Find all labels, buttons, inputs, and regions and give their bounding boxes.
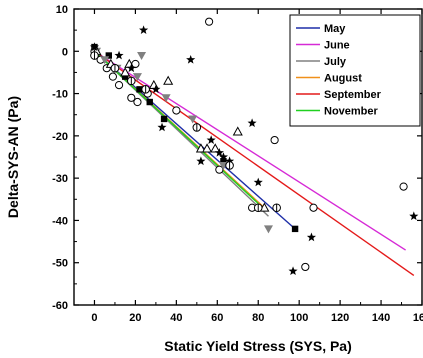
- data-point-july-8: [263, 225, 273, 234]
- data-point-september-8: [206, 135, 216, 144]
- data-point-july-6: [188, 115, 198, 124]
- data-point-july-4: [137, 52, 147, 61]
- data-point-september-12: [247, 118, 257, 128]
- x-tick-labels: 0 20 40 60 80 100 120 140 160: [91, 312, 423, 324]
- data-point-june-13: [270, 135, 279, 145]
- data-point-november-4: [192, 123, 202, 132]
- x-tick-label-60: 60: [211, 312, 223, 324]
- data-point-august-8: [210, 143, 221, 153]
- legend-label-may: May: [324, 23, 346, 35]
- data-point-september-10: [218, 152, 228, 161]
- data-point-june-10: [205, 17, 214, 26]
- data-point-august-2: [120, 67, 131, 77]
- legend: May June July August September November: [289, 14, 421, 127]
- data-point-september-7: [196, 156, 206, 166]
- data-point-june-14: [301, 262, 310, 272]
- data-point-june-15: [309, 203, 318, 212]
- data-point-june-7: [133, 97, 142, 107]
- legend-label-september: September: [324, 89, 382, 101]
- data-point-may-1: [105, 52, 112, 59]
- data-point-august-9: [232, 126, 243, 136]
- data-point-august-6: [195, 143, 206, 153]
- data-point-november-1: [110, 63, 120, 73]
- y-tick-labels: 10 0 -10 -20 -30 -40 -50 -60: [52, 4, 68, 312]
- data-point-july-3: [132, 73, 142, 82]
- data-point-june-4: [114, 81, 124, 90]
- data-points: [89, 17, 419, 276]
- data-point-november-6: [253, 203, 263, 213]
- legend-label-july: July: [324, 56, 347, 68]
- y-tick-label--10: -10: [52, 89, 68, 101]
- x-tick-label-140: 140: [372, 312, 390, 324]
- legend-items: May June July August September November: [296, 23, 382, 118]
- data-point-november-3: [141, 85, 150, 94]
- data-point-september-11: [225, 156, 235, 166]
- data-point-june-5: [127, 93, 136, 102]
- x-tick-label-40: 40: [170, 312, 182, 324]
- data-point-september-5: [157, 122, 167, 132]
- data-point-september-1: [114, 50, 124, 60]
- legend-label-november: November: [324, 106, 379, 118]
- data-point-june-9: [172, 106, 181, 115]
- data-point-november-0: [90, 51, 99, 60]
- data-point-september-0: [89, 42, 100, 51]
- data-point-september-2: [126, 63, 136, 73]
- y-tick-label-10: 10: [56, 4, 68, 16]
- legend-label-june: June: [324, 40, 350, 52]
- fit-line-november: [93, 50, 259, 205]
- data-point-september-14: [288, 266, 298, 276]
- x-tick-label-100: 100: [290, 312, 308, 324]
- y-tick-label-0: 0: [62, 46, 68, 58]
- y-tick-label--30: -30: [52, 173, 68, 185]
- y-tick-label--20: -20: [52, 131, 68, 143]
- y-axis-title: Delta-SYS-AN (Pa): [5, 96, 21, 218]
- data-point-august-7: [202, 143, 213, 153]
- x-tick-label-0: 0: [91, 312, 97, 324]
- data-point-may-6: [220, 158, 227, 165]
- y-tick-label--60: -60: [52, 300, 68, 312]
- data-point-may-4: [146, 98, 153, 106]
- data-point-september-9: [214, 147, 224, 157]
- data-point-september-15: [306, 232, 317, 242]
- data-point-may-5: [160, 115, 168, 123]
- x-tick-label-80: 80: [252, 312, 264, 324]
- x-axis-title: Static Yield Stress (SYS, Pa): [164, 338, 352, 354]
- data-point-september-16: [409, 211, 419, 221]
- data-point-november-5: [225, 161, 234, 170]
- legend-label-august: August: [324, 73, 362, 85]
- data-point-may-3: [136, 86, 143, 93]
- legend-box: [289, 14, 421, 127]
- data-point-july-1: [100, 56, 110, 65]
- data-point-september-4: [151, 84, 161, 94]
- plot-area: 020406080100120140160 100-10-20-30-40-50…: [52, 4, 423, 324]
- axis-ticks: [73, 8, 423, 306]
- data-point-september-6: [186, 54, 196, 64]
- y-tick-label--50: -50: [52, 258, 68, 270]
- data-point-may-7: [291, 225, 299, 233]
- x-tick-label-20: 20: [129, 312, 141, 324]
- fit-line-june: [94, 50, 407, 251]
- data-point-june-3: [108, 72, 117, 81]
- data-point-september-13: [253, 177, 263, 187]
- data-point-june-16: [399, 182, 408, 191]
- data-point-november-7: [272, 203, 281, 213]
- data-point-november-2: [127, 76, 136, 86]
- data-point-july-5: [161, 94, 171, 103]
- x-tick-label-160: 160: [413, 312, 423, 324]
- y-tick-label--40: -40: [52, 215, 68, 227]
- x-tick-label-120: 120: [331, 312, 349, 324]
- data-point-may-2: [121, 73, 129, 80]
- data-point-september-3: [139, 25, 149, 35]
- data-point-june-11: [215, 165, 224, 174]
- data-point-august-5: [163, 75, 174, 85]
